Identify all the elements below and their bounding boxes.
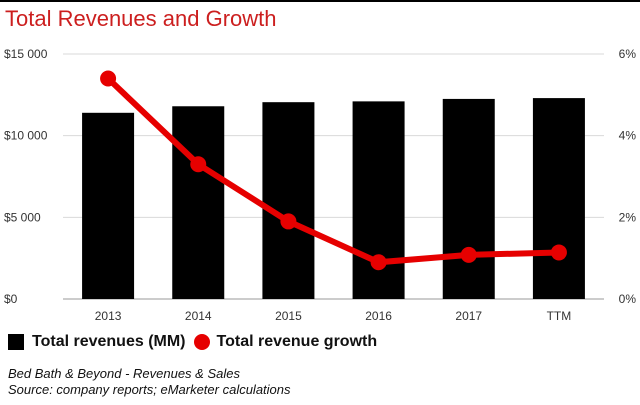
axis-labels: $0 $5 000 $10 000 $15 000 0% 2% 4% 6% 2013 2014 20… [4,47,636,323]
growth-point [460,246,477,263]
revenue-bar [262,102,315,299]
right-axis-tick-label: 0% [619,292,637,306]
growth-point [370,254,387,271]
x-axis-tick-label: 2015 [275,309,302,323]
x-axis-tick-label: TTM [547,309,572,323]
growth-point [190,156,207,173]
legend-bar-swatch [8,334,24,350]
left-axis-tick-label: $5 000 [4,210,41,224]
growth-point [280,213,297,230]
bar-series [82,98,585,300]
right-axis-tick-label: 6% [619,47,637,61]
growth-line [106,76,559,266]
legend-bars-label: Total revenues (MM) [32,333,186,350]
legend: Total revenues (MM) Total revenue growth [8,333,377,351]
right-axis-tick-label: 4% [619,129,637,143]
revenue-bar [442,98,495,300]
x-axis-tick-label: 2017 [455,309,482,323]
x-axis-tick-label: 2014 [185,309,212,323]
x-axis-tick-label: 2013 [95,309,122,323]
right-axis-tick-label: 2% [619,210,637,224]
chart-title: Total Revenues and Growth [5,6,277,31]
x-axis-tick-label: 2016 [365,309,392,323]
revenue-bar [172,106,225,300]
left-axis-tick-label: $10 000 [4,129,48,143]
gridlines [63,53,604,300]
legend-line-label: Total revenue growth [216,333,378,350]
growth-point [550,244,567,261]
top-rule [0,0,640,2]
footnote-company: Bed Bath & Beyond - Revenues & Sales [8,366,240,381]
growth-point [100,70,117,87]
growth-line-series [100,70,567,271]
revenue-bar [82,112,135,299]
legend-line-swatch [193,334,210,350]
left-axis-tick-label: $15 000 [4,47,48,61]
footnote-source: Source: company reports; eMarketer calcu… [8,382,291,397]
left-axis-tick-label: $0 [4,292,18,306]
revenue-bar [532,98,585,299]
